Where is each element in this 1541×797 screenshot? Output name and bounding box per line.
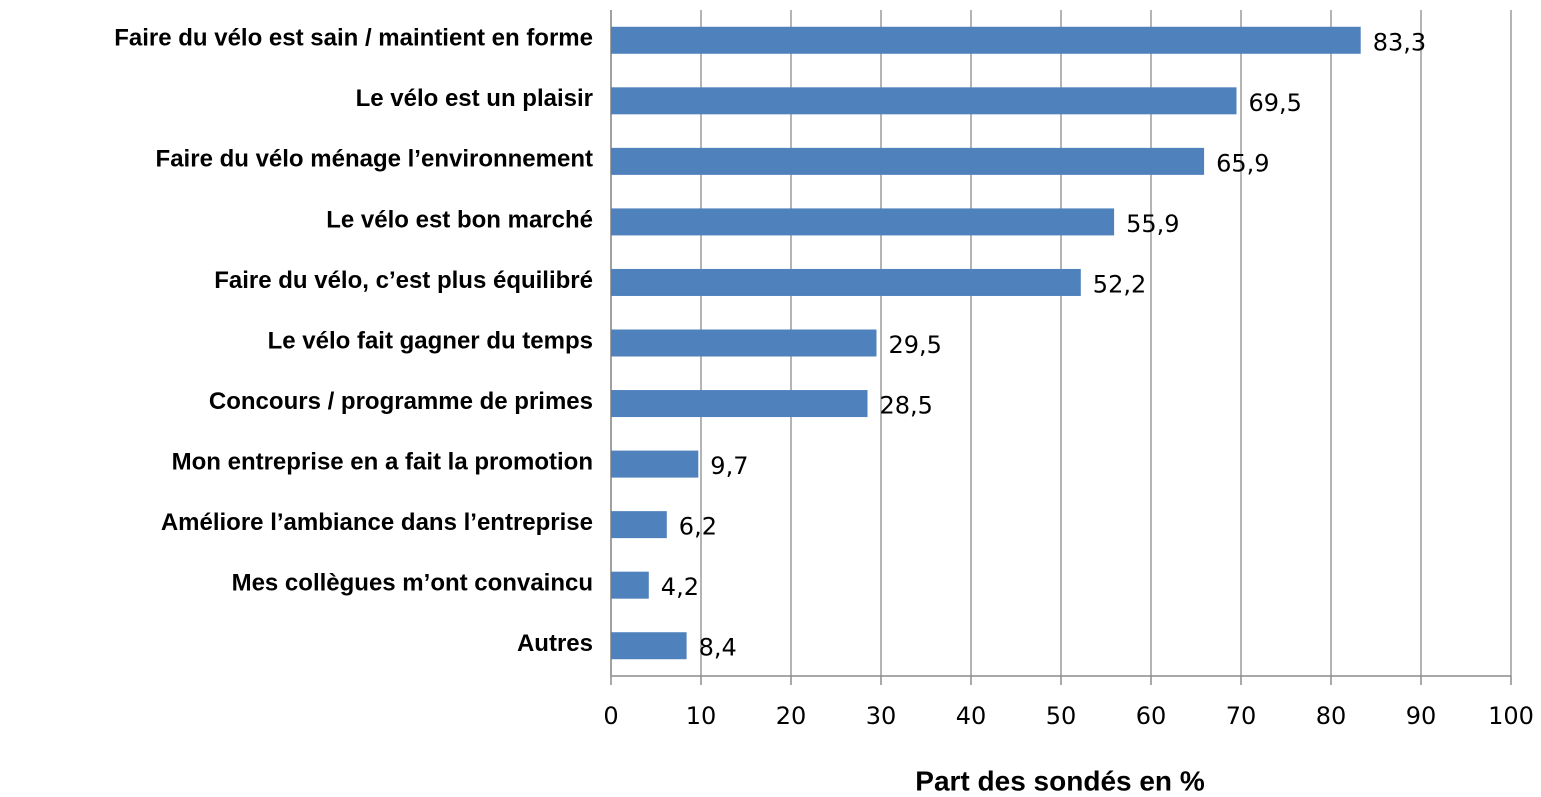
bar	[611, 390, 868, 418]
category-label: Autres	[517, 630, 593, 657]
value-label: 8,4	[699, 634, 737, 662]
value-label: 83,3	[1373, 28, 1426, 56]
bar	[611, 208, 1115, 236]
category-label: Concours / programme de primes	[209, 388, 593, 415]
x-tick-label: 60	[1136, 702, 1167, 730]
x-tick-label: 50	[1046, 702, 1077, 730]
bar	[611, 632, 687, 660]
x-tick-label: 10	[686, 702, 717, 730]
category-label: Mon entreprise en a fait la promotion	[172, 448, 593, 475]
category-label: Faire du vélo est sain / maintient en fo…	[114, 25, 593, 52]
value-label: 28,5	[880, 392, 933, 420]
category-label: Le vélo est bon marché	[326, 206, 593, 233]
category-label: Faire du vélo, c’est plus équilibré	[214, 267, 593, 294]
value-label: 65,9	[1216, 149, 1269, 177]
bar	[611, 450, 699, 478]
bar	[611, 147, 1205, 175]
value-label: 69,5	[1249, 89, 1302, 117]
value-label: 6,2	[679, 513, 717, 541]
x-tick-label: 100	[1488, 702, 1534, 730]
category-label: Le vélo est un plaisir	[356, 85, 593, 112]
x-tick-label: 30	[866, 702, 897, 730]
category-label: Mes collègues m’ont convaincu	[232, 570, 593, 597]
bar	[611, 511, 667, 539]
category-label: Améliore l’ambiance dans l’entreprise	[161, 509, 593, 536]
bar	[611, 26, 1361, 54]
category-label: Faire du vélo ménage l’environnement	[156, 146, 593, 173]
x-tick-label: 90	[1406, 702, 1437, 730]
bar	[611, 87, 1237, 115]
x-tick-label: 40	[956, 702, 987, 730]
value-label: 55,9	[1126, 210, 1179, 238]
value-label: 52,2	[1093, 270, 1146, 298]
value-label: 4,2	[661, 573, 699, 601]
bar	[611, 329, 877, 357]
category-label: Le vélo fait gagner du temps	[268, 327, 593, 354]
x-tick-label: 70	[1226, 702, 1257, 730]
value-label: 9,7	[710, 452, 748, 480]
bar	[611, 268, 1081, 296]
x-tick-label: 20	[776, 702, 807, 730]
bar	[611, 571, 649, 599]
value-label: 29,5	[889, 331, 942, 359]
x-axis-label: Part des sondés en %	[915, 765, 1205, 796]
x-tick-label: 80	[1316, 702, 1347, 730]
x-tick-label: 0	[603, 702, 618, 730]
